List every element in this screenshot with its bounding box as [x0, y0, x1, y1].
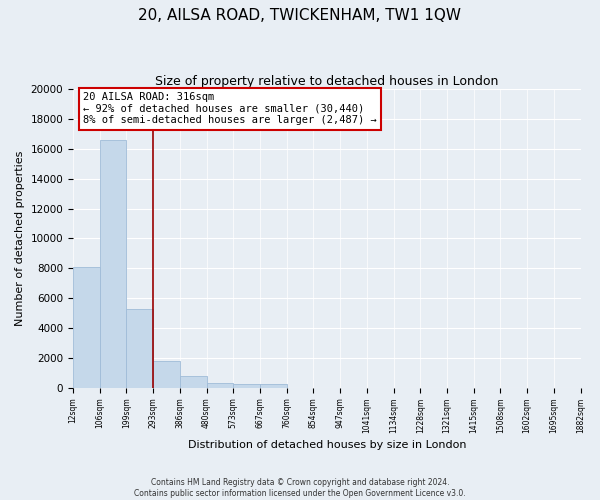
- X-axis label: Distribution of detached houses by size in London: Distribution of detached houses by size …: [188, 440, 466, 450]
- Text: 20 AILSA ROAD: 316sqm
← 92% of detached houses are smaller (30,440)
8% of semi-d: 20 AILSA ROAD: 316sqm ← 92% of detached …: [83, 92, 377, 126]
- Bar: [100, 140, 127, 388]
- Title: Size of property relative to detached houses in London: Size of property relative to detached ho…: [155, 75, 499, 88]
- Text: Contains HM Land Registry data © Crown copyright and database right 2024.
Contai: Contains HM Land Registry data © Crown c…: [134, 478, 466, 498]
- Bar: [127, 308, 153, 388]
- Bar: [233, 384, 260, 388]
- Bar: [206, 383, 233, 388]
- Bar: [180, 376, 206, 388]
- Bar: [153, 361, 180, 388]
- Text: 20, AILSA ROAD, TWICKENHAM, TW1 1QW: 20, AILSA ROAD, TWICKENHAM, TW1 1QW: [139, 8, 461, 22]
- Bar: [73, 267, 100, 388]
- Y-axis label: Number of detached properties: Number of detached properties: [15, 151, 25, 326]
- Bar: [260, 384, 287, 388]
